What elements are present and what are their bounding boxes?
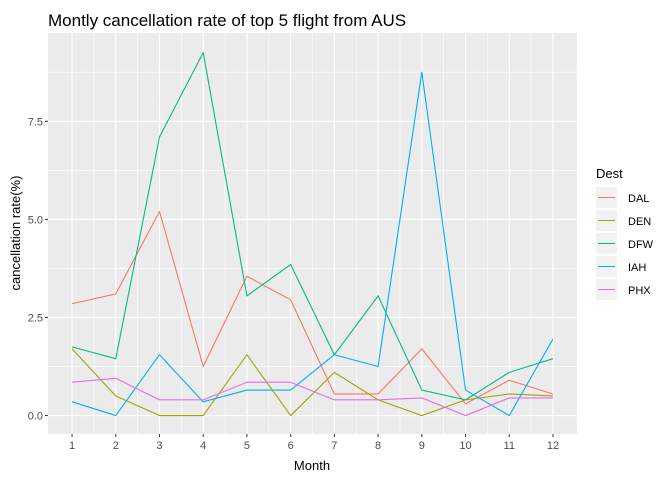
x-tick-label: 2 <box>113 440 119 452</box>
series-line-den <box>71 348 553 417</box>
x-tick-label: 10 <box>459 440 471 452</box>
x-tick-label: 5 <box>244 440 250 452</box>
y-axis-title: cancellation rate(%) <box>8 176 23 291</box>
series-line-dfw <box>71 52 554 401</box>
series-line-dal <box>71 210 554 405</box>
series-line-iah <box>71 71 554 417</box>
y-tick-label: 0.0 <box>28 411 43 423</box>
x-tick-label: 3 <box>156 440 162 452</box>
series-line-phx <box>72 377 553 417</box>
x-axis: 1 2 3 4 5 6 7 8 9 10 11 12 <box>69 434 559 452</box>
chart-title: Montly cancellation rate of top 5 flight… <box>48 11 406 30</box>
y-tick-label: 7.5 <box>28 116 43 128</box>
x-tick-label: 7 <box>331 440 337 452</box>
major-gridlines <box>48 33 577 434</box>
legend-label-dfw: DFW <box>628 239 654 251</box>
legend-title: Dest <box>596 166 623 181</box>
legend-label-dal: DAL <box>628 193 649 205</box>
legend-label-den: DEN <box>628 216 651 228</box>
x-tick-label: 4 <box>200 440 206 452</box>
x-tick-label: 12 <box>547 440 559 452</box>
minor-gridlines <box>48 33 577 434</box>
y-axis: 0.0 2.5 5.0 7.5 <box>28 116 48 423</box>
x-axis-title: Month <box>294 458 330 473</box>
series-lines <box>71 52 554 417</box>
x-tick-label: 6 <box>288 440 294 452</box>
legend: Dest DAL DEN DFW IAH PHX <box>596 166 654 300</box>
legend-label-iah: IAH <box>628 262 646 274</box>
y-tick-label: 5.0 <box>28 214 43 226</box>
x-tick-label: 11 <box>504 440 515 452</box>
legend-label-phx: PHX <box>628 285 651 297</box>
x-tick-label: 9 <box>419 440 425 452</box>
x-tick-label: 1 <box>69 440 75 452</box>
y-tick-label: 2.5 <box>28 312 43 324</box>
x-tick-label: 8 <box>375 440 381 452</box>
